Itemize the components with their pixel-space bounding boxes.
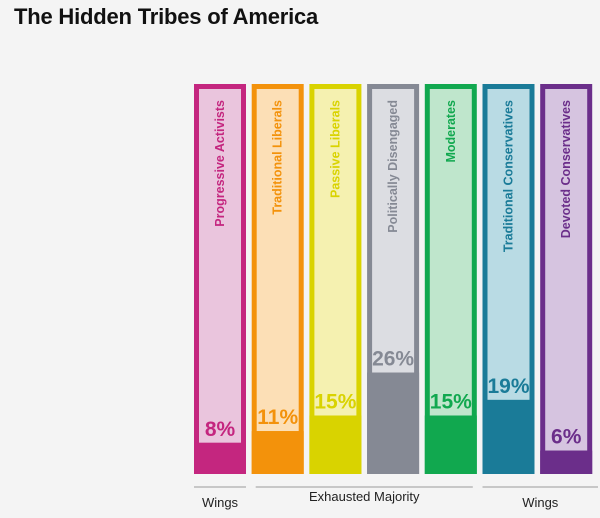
bar-category-label: Progressive Activists	[213, 100, 227, 227]
bar-moderates: Moderates 15%	[424, 84, 477, 474]
group-0: Wings	[194, 486, 246, 510]
bar-value	[251, 431, 304, 474]
bar-traditional-liberals: Traditional Liberals 11%	[251, 84, 304, 474]
bar-background	[199, 89, 241, 443]
bar-value-label: 15%	[430, 391, 472, 414]
bar-category-label: Traditional Liberals	[271, 100, 285, 215]
bar-background	[545, 89, 588, 451]
bar-devoted-conservatives: Devoted Conservatives 6%	[540, 84, 593, 474]
bar-background	[487, 89, 530, 400]
bar-value	[424, 415, 477, 474]
bar-category-label: Moderates	[444, 100, 458, 163]
bar-background	[314, 89, 357, 416]
group-label: Exhausted Majority	[309, 489, 420, 504]
bar-progressive-activists: Progressive Activists 8%	[194, 84, 246, 474]
bar-value-label: 26%	[372, 348, 414, 371]
bar-passive-liberals: Passive Liberals 15%	[309, 84, 362, 474]
bar-category-label: Passive Liberals	[328, 100, 342, 198]
bar-value	[482, 399, 535, 474]
bar-value	[194, 442, 246, 474]
bar-value-label: 8%	[205, 418, 236, 441]
bar-background	[256, 89, 299, 432]
page-title: The Hidden Tribes of America	[14, 4, 319, 29]
bar-value	[309, 415, 362, 474]
bar-category-label: Devoted Conservatives	[559, 100, 573, 238]
bar-value	[367, 372, 420, 474]
bar-politically-disengaged: Politically Disengaged 26%	[367, 84, 420, 474]
group-2: Wings	[482, 486, 598, 510]
bar-value-label: 19%	[487, 375, 529, 398]
bar-background	[372, 89, 415, 373]
group-1: Exhausted Majority	[255, 486, 473, 504]
bar-traditional-conservatives: Traditional Conservatives 19%	[482, 84, 535, 474]
group-label: Wings	[522, 495, 559, 510]
group-label: Wings	[202, 495, 239, 510]
bar-value-label: 15%	[314, 391, 356, 414]
bar-background	[429, 89, 472, 416]
bar-category-label: Politically Disengaged	[386, 100, 400, 233]
bar-value	[540, 450, 593, 474]
bar-value-label: 11%	[257, 406, 298, 429]
bar-value-label: 6%	[551, 426, 582, 449]
bar-category-label: Traditional Conservatives	[502, 100, 516, 252]
